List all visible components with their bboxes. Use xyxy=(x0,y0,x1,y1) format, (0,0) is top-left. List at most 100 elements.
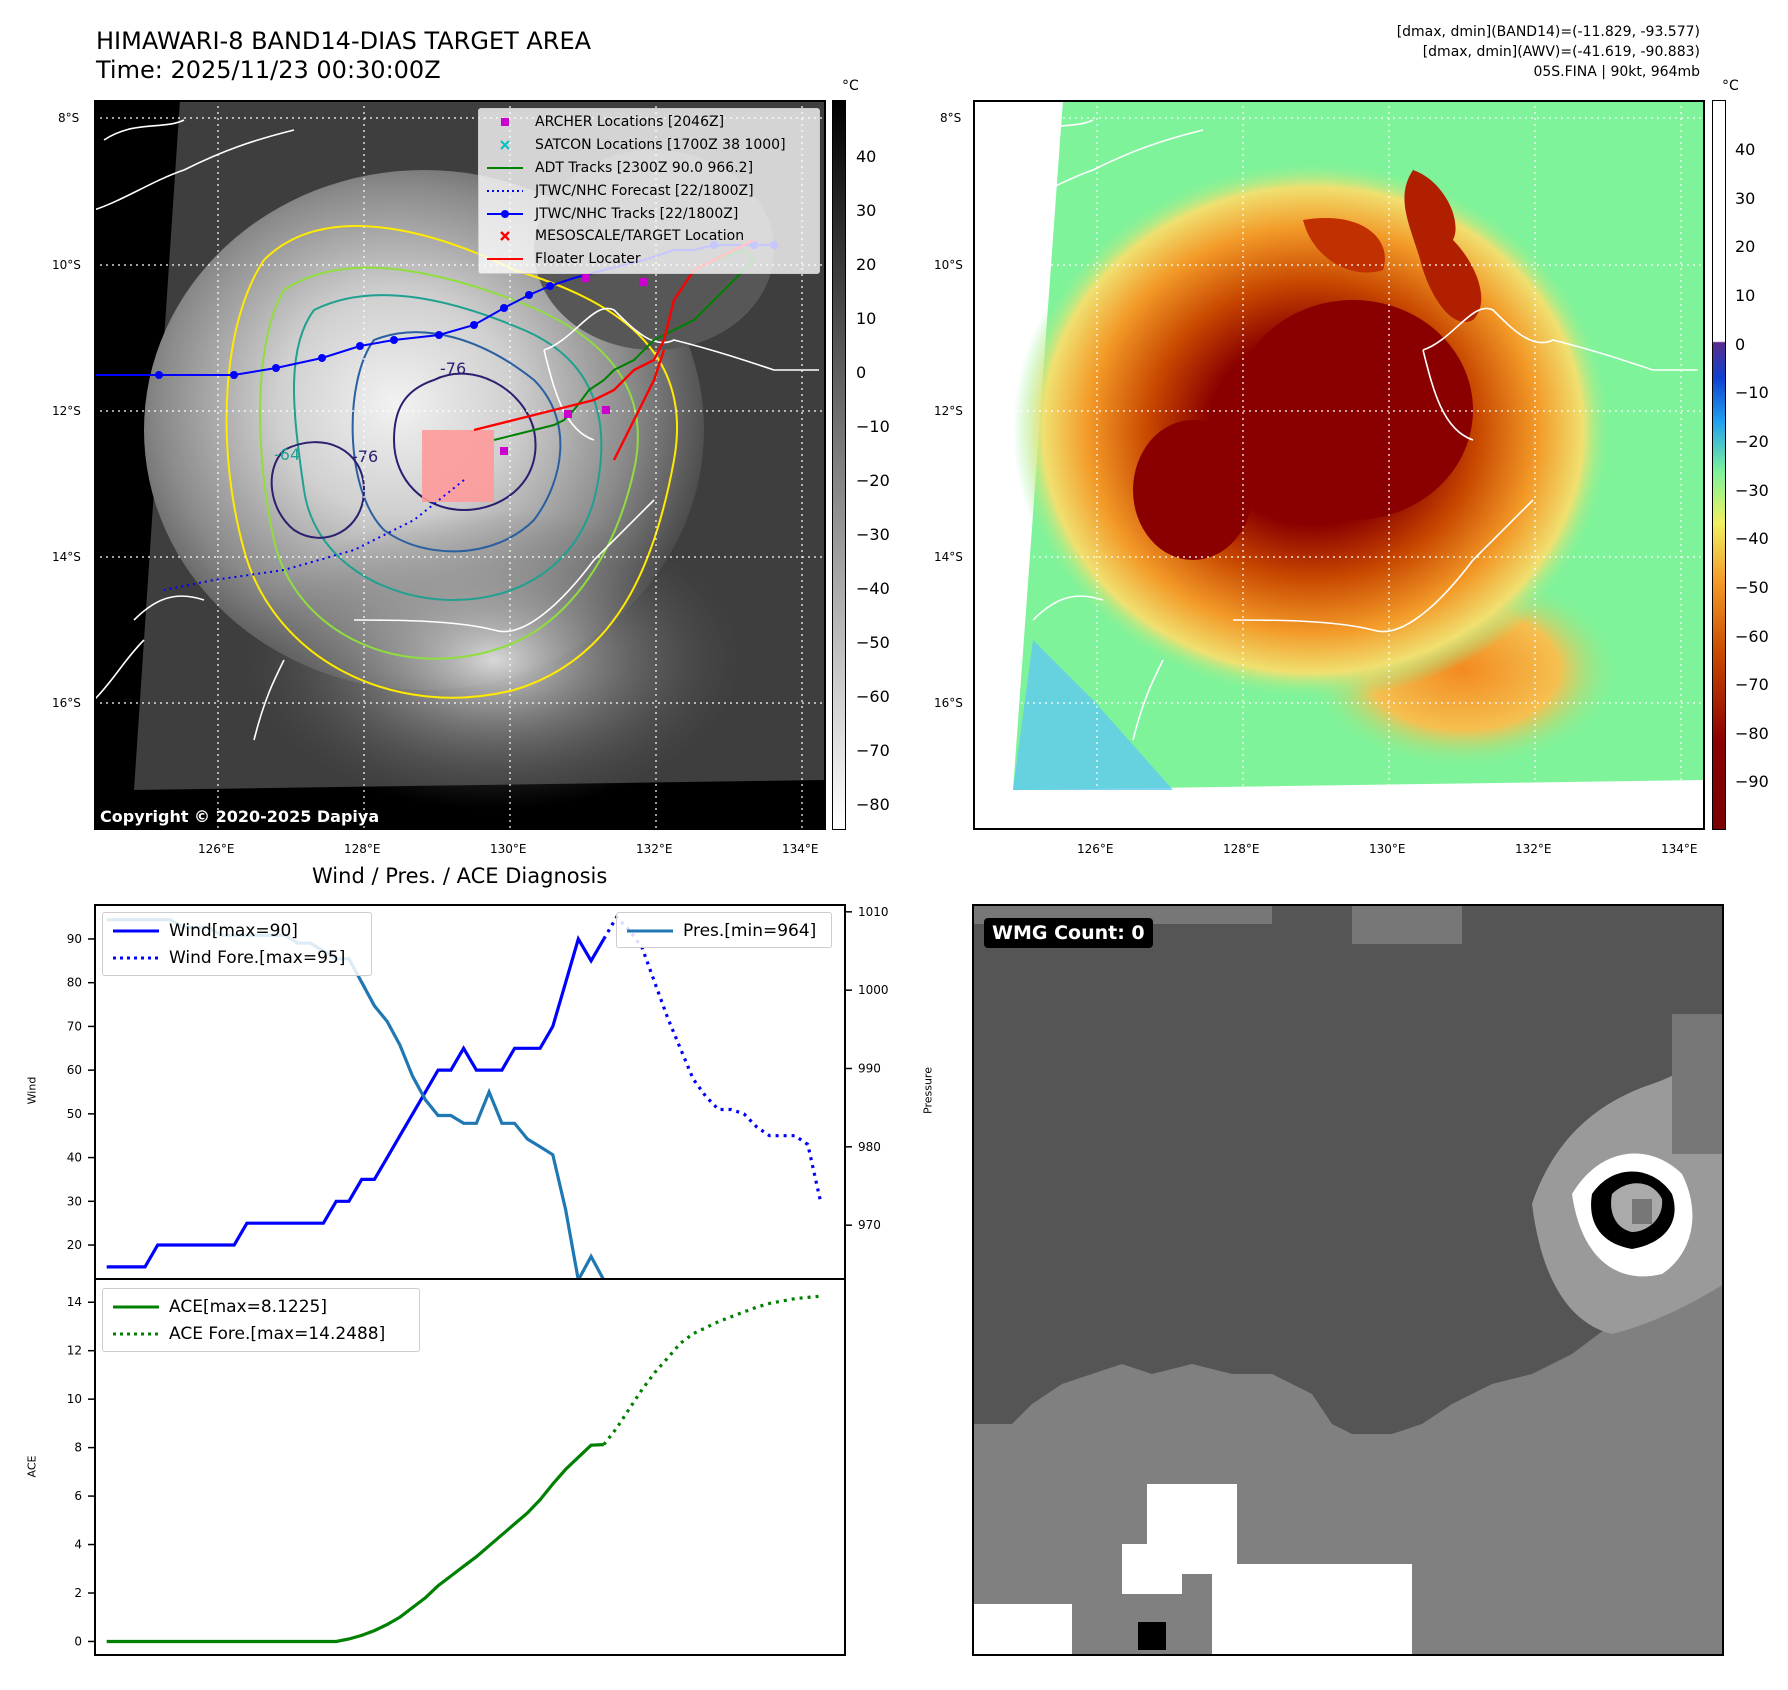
jtwc-track-points xyxy=(155,241,778,379)
lat-label: 14°S xyxy=(52,550,81,564)
lat-label: 12°S xyxy=(934,404,963,418)
jtwc-forecast-track xyxy=(163,479,465,591)
chart-time: Time: 2025/11/23 00:30:00Z xyxy=(96,56,441,84)
legend-label: Wind Fore.[max=95] xyxy=(169,947,346,968)
ace-y-tick-label: 10 xyxy=(67,1392,82,1406)
legend-adt: ADT Tracks [2300Z 90.0 966.2] xyxy=(485,157,813,180)
pressure-y-tick-label: 970 xyxy=(858,1218,881,1232)
colorbar-tick: −60 xyxy=(856,687,890,706)
info-awv-range: [dmax, dmin](AWV)=(-41.619, -90.883) xyxy=(1422,44,1700,60)
colorbar-unit: °C xyxy=(1722,78,1739,94)
wind-y-tick-label: 30 xyxy=(67,1194,82,1208)
colorbar-tick: −40 xyxy=(856,579,890,598)
colorbar-tick: −70 xyxy=(856,741,890,760)
wmg-count-badge: WMG Count: 0 xyxy=(984,918,1153,948)
legend-jtwc-tracks: JTWC/NHC Tracks [22/1800Z] xyxy=(485,202,813,225)
legend-floater: Floater Locater xyxy=(485,248,813,271)
lon-label: 128°E xyxy=(344,842,381,856)
lat-label: 16°S xyxy=(934,696,963,710)
ace-y-tick-label: 8 xyxy=(74,1441,82,1455)
colorbar-tick: −10 xyxy=(1735,383,1769,402)
line-marker-icon xyxy=(487,258,523,261)
adt-track xyxy=(493,248,756,441)
ace-series-line-1 xyxy=(602,1294,821,1446)
square-marker-icon xyxy=(501,118,509,127)
wind-y-tick-label: 50 xyxy=(67,1107,82,1121)
legend-label: Wind[max=90] xyxy=(169,920,298,941)
colorbar-tick: −50 xyxy=(856,633,890,652)
target-area-box xyxy=(422,430,494,502)
lat-label: 14°S xyxy=(934,550,963,564)
colorbar-tick: 30 xyxy=(1735,189,1756,208)
lat-label: 8°S xyxy=(58,111,80,125)
colorbar-tick: 20 xyxy=(856,255,877,274)
pressure-legend: Pres.[min=964] xyxy=(616,912,832,948)
lon-label: 128°E xyxy=(1223,842,1260,856)
wind-y-tick-label: 90 xyxy=(67,932,82,946)
lon-label: 134°E xyxy=(782,842,819,856)
colorbar-tick: 10 xyxy=(1735,286,1756,305)
legend-archer: ARCHER Locations [2046Z] xyxy=(485,111,813,134)
contour-label: -64 xyxy=(274,445,300,464)
wind-legend: Wind[max=90] Wind Fore.[max=95] xyxy=(102,912,372,976)
colorbar-tick: 40 xyxy=(856,147,877,166)
lat-label: 10°S xyxy=(934,258,963,272)
colorbar-tick: −60 xyxy=(1735,627,1769,646)
lat-label: 10°S xyxy=(52,258,81,272)
lat-label: 8°S xyxy=(940,111,962,125)
legend-label: JTWC/NHC Forecast [22/1800Z] xyxy=(535,182,754,199)
wind-y-tick-label: 60 xyxy=(67,1063,82,1077)
lon-label: 132°E xyxy=(636,842,673,856)
map-gridlines xyxy=(973,100,1705,830)
wmg-panel xyxy=(972,904,1724,1656)
legend-satcon: SATCON Locations [1700Z 38 1000] xyxy=(485,134,813,157)
ace-y-tick-label: 12 xyxy=(67,1344,82,1358)
lat-label: 16°S xyxy=(52,696,81,710)
legend-label: ADT Tracks [2300Z 90.0 966.2] xyxy=(535,159,754,176)
legend-mesoscale: MESOSCALE/TARGET Location xyxy=(485,225,813,248)
colorbar-tick: 40 xyxy=(1735,140,1756,159)
pressure-axis-label: Pressure xyxy=(921,1067,935,1114)
colorbar-tick: −70 xyxy=(1735,675,1769,694)
legend-label: ARCHER Locations [2046Z] xyxy=(535,114,725,131)
info-storm-summary: 05S.FINA | 90kt, 964mb xyxy=(1533,64,1700,80)
lon-label: 132°E xyxy=(1515,842,1552,856)
archer-markers xyxy=(500,274,647,455)
legend-label: ACE Fore.[max=14.2488] xyxy=(169,1323,386,1344)
lon-label: 130°E xyxy=(1369,842,1406,856)
colorbar-tick: 0 xyxy=(856,363,867,382)
series-line-0 xyxy=(106,934,606,1269)
solid-line-icon xyxy=(113,1305,159,1308)
contour-label: -76 xyxy=(440,359,466,378)
line-marker-icon xyxy=(487,166,523,169)
colorbar-unit: °C xyxy=(842,78,859,94)
ace-y-tick-label: 2 xyxy=(74,1586,82,1600)
ace-axis-label: ACE xyxy=(25,1455,39,1478)
solid-line-icon xyxy=(113,929,159,932)
wind-y-tick-label: 40 xyxy=(67,1151,82,1165)
colorbar-tick: −80 xyxy=(1735,724,1769,743)
map-legend: ARCHER Locations [2046Z] SATCON Location… xyxy=(478,108,820,274)
lon-label: 126°E xyxy=(1077,842,1114,856)
ace-y-tick-label: 0 xyxy=(74,1634,82,1648)
ace-chart: 0 2 4 6 8 10 12 14 xyxy=(67,1278,846,1656)
colorbar-tick: −10 xyxy=(856,417,890,436)
colorbar-tick: −90 xyxy=(1735,772,1769,791)
awv-enhanced-map xyxy=(973,100,1705,830)
wind-y-tick-label: 80 xyxy=(67,976,82,990)
colorbar-tick: 30 xyxy=(856,201,877,220)
colorbar-tick: −20 xyxy=(1735,432,1769,451)
ir-colorbar xyxy=(832,100,846,830)
dotted-line-icon xyxy=(113,956,159,959)
contour-label: -76 xyxy=(352,447,378,466)
wind-y-tick-label: 70 xyxy=(67,1019,82,1033)
legend-label: ACE[max=8.1225] xyxy=(169,1296,327,1317)
lon-label: 130°E xyxy=(490,842,527,856)
colorbar-tick: −30 xyxy=(856,525,890,544)
colorbar-tick: 10 xyxy=(856,309,877,328)
solid-line-icon xyxy=(627,929,673,932)
lon-label: 126°E xyxy=(198,842,235,856)
pressure-y-tick-label: 980 xyxy=(858,1140,881,1154)
dotted-line-icon xyxy=(113,1332,159,1335)
x-marker-icon xyxy=(500,231,510,242)
